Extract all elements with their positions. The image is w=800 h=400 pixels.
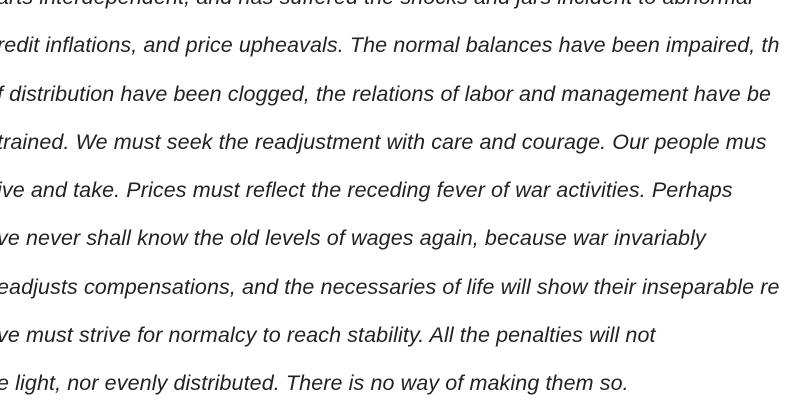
text-line: eadjusts compensations, and the necessar… xyxy=(0,274,780,299)
text-line: f distribution have been clogged, the re… xyxy=(0,81,772,106)
text-line: ve never shall know the old levels of wa… xyxy=(0,226,706,251)
text-line: ve must strive for normalcy to reach sta… xyxy=(0,323,656,348)
text-line: arts interdependent, and has suffered th… xyxy=(0,0,800,21)
text-line: trained. We must seek the readjustment w… xyxy=(0,129,767,154)
text-line: redit inflations, and price upheavals. T… xyxy=(0,33,780,58)
text-line: e light, nor evenly distributed. There i… xyxy=(0,371,629,396)
text-line: ive and take. Prices must reflect the re… xyxy=(0,178,733,203)
